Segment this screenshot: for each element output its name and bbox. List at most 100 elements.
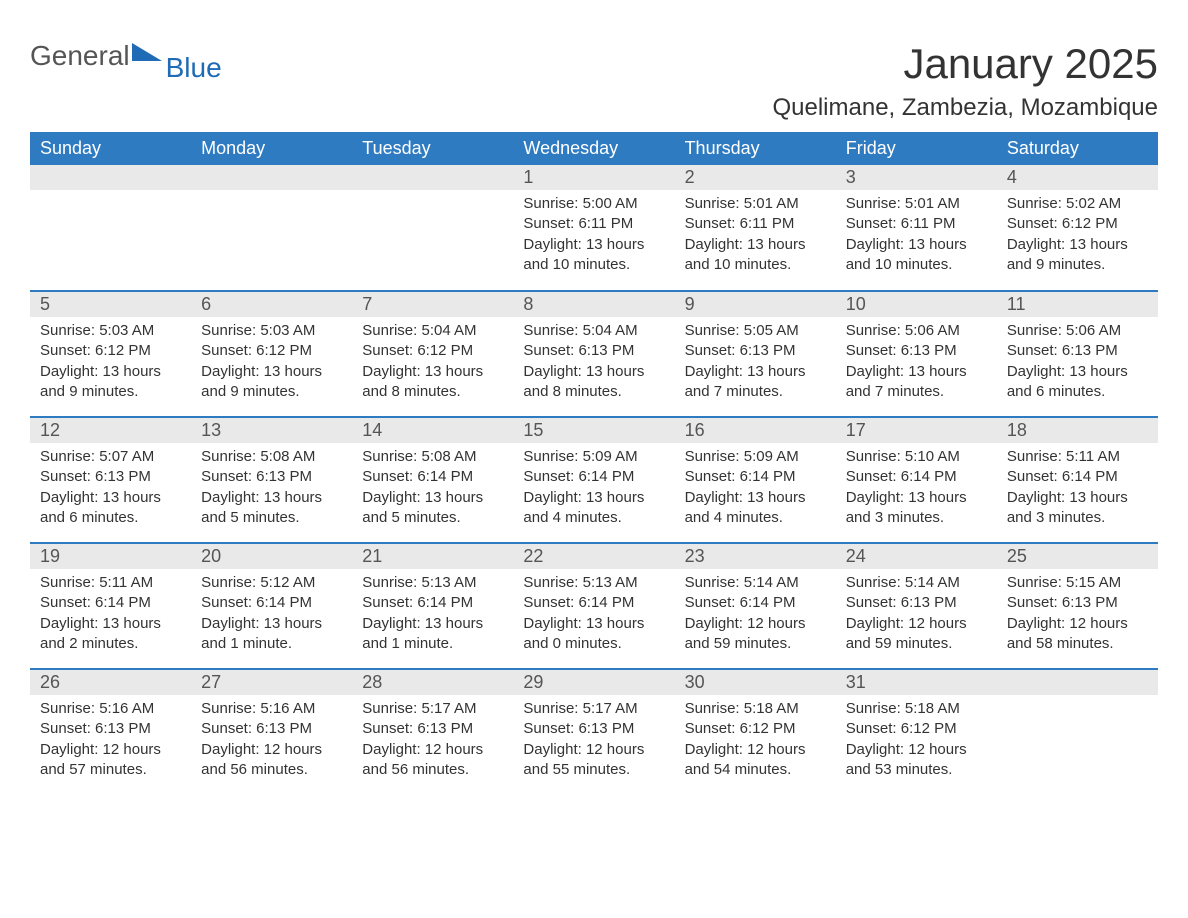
daylight-text: Daylight: 13 hours and 0 minutes.	[523, 614, 664, 655]
sunset-text: Sunset: 6:13 PM	[685, 341, 826, 361]
week-row: 26Sunrise: 5:16 AMSunset: 6:13 PMDayligh…	[30, 669, 1158, 795]
day-number: 1	[513, 165, 674, 190]
day-cell: 8Sunrise: 5:04 AMSunset: 6:13 PMDaylight…	[513, 291, 674, 417]
day-cell: 9Sunrise: 5:05 AMSunset: 6:13 PMDaylight…	[675, 291, 836, 417]
sunrise-text: Sunrise: 5:18 AM	[846, 699, 987, 719]
header: General Blue January 2025 Quelimane, Zam…	[30, 40, 1158, 122]
day-number: 9	[675, 292, 836, 317]
daylight-text: Daylight: 12 hours and 57 minutes.	[40, 740, 181, 781]
day-number: 25	[997, 544, 1158, 569]
day-body: Sunrise: 5:07 AMSunset: 6:13 PMDaylight:…	[30, 443, 191, 534]
daylight-text: Daylight: 13 hours and 10 minutes.	[685, 235, 826, 276]
day-cell: 23Sunrise: 5:14 AMSunset: 6:14 PMDayligh…	[675, 543, 836, 669]
day-header: Wednesday	[513, 132, 674, 165]
sunrise-text: Sunrise: 5:18 AM	[685, 699, 826, 719]
daylight-text: Daylight: 12 hours and 53 minutes.	[846, 740, 987, 781]
sunrise-text: Sunrise: 5:02 AM	[1007, 194, 1148, 214]
day-cell: 4Sunrise: 5:02 AMSunset: 6:12 PMDaylight…	[997, 165, 1158, 291]
sunset-text: Sunset: 6:11 PM	[846, 214, 987, 234]
day-body: Sunrise: 5:13 AMSunset: 6:14 PMDaylight:…	[513, 569, 674, 660]
day-number: 8	[513, 292, 674, 317]
day-cell: 26Sunrise: 5:16 AMSunset: 6:13 PMDayligh…	[30, 669, 191, 795]
daylight-text: Daylight: 12 hours and 58 minutes.	[1007, 614, 1148, 655]
sunrise-text: Sunrise: 5:01 AM	[846, 194, 987, 214]
sunset-text: Sunset: 6:14 PM	[685, 467, 826, 487]
sunset-text: Sunset: 6:13 PM	[201, 467, 342, 487]
day-cell: 19Sunrise: 5:11 AMSunset: 6:14 PMDayligh…	[30, 543, 191, 669]
sunset-text: Sunset: 6:14 PM	[40, 593, 181, 613]
day-number: 27	[191, 670, 352, 695]
daylight-text: Daylight: 13 hours and 2 minutes.	[40, 614, 181, 655]
sunrise-text: Sunrise: 5:15 AM	[1007, 573, 1148, 593]
sunset-text: Sunset: 6:13 PM	[40, 719, 181, 739]
sunset-text: Sunset: 6:14 PM	[523, 467, 664, 487]
day-number: 23	[675, 544, 836, 569]
day-number: 7	[352, 292, 513, 317]
sunrise-text: Sunrise: 5:12 AM	[201, 573, 342, 593]
sunset-text: Sunset: 6:13 PM	[1007, 341, 1148, 361]
day-cell: 25 Sunrise: 5:15 AMSunset: 6:13 PMDayligh…	[997, 543, 1158, 669]
daylight-text: Daylight: 13 hours and 6 minutes.	[1007, 362, 1148, 403]
day-cell: 3Sunrise: 5:01 AMSunset: 6:11 PMDaylight…	[836, 165, 997, 291]
daylight-text: Daylight: 13 hours and 7 minutes.	[685, 362, 826, 403]
day-cell: 28Sunrise: 5:17 AMSunset: 6:13 PMDayligh…	[352, 669, 513, 795]
day-body-empty	[30, 190, 191, 270]
day-number: 22	[513, 544, 674, 569]
day-cell: 27Sunrise: 5:16 AMSunset: 6:13 PMDayligh…	[191, 669, 352, 795]
sunset-text: Sunset: 6:12 PM	[201, 341, 342, 361]
sunrise-text: Sunrise: 5:11 AM	[1007, 447, 1148, 467]
daylight-text: Daylight: 13 hours and 8 minutes.	[362, 362, 503, 403]
day-cell: 15Sunrise: 5:09 AMSunset: 6:14 PMDayligh…	[513, 417, 674, 543]
day-number: 5	[30, 292, 191, 317]
day-number-empty	[191, 165, 352, 190]
daylight-text: Daylight: 13 hours and 6 minutes.	[40, 488, 181, 529]
day-cell: 11 Sunrise: 5:06 AMSunset: 6:13 PMDayligh…	[997, 291, 1158, 417]
location-text: Quelimane, Zambezia, Mozambique	[772, 94, 1158, 122]
sunset-text: Sunset: 6:13 PM	[1007, 593, 1148, 613]
week-row: 5Sunrise: 5:03 AMSunset: 6:12 PMDaylight…	[30, 291, 1158, 417]
day-body: Sunrise: 5:17 AMSunset: 6:13 PMDaylight:…	[352, 695, 513, 786]
sunset-text: Sunset: 6:13 PM	[846, 341, 987, 361]
day-cell: 6Sunrise: 5:03 AMSunset: 6:12 PMDaylight…	[191, 291, 352, 417]
day-body-empty	[352, 190, 513, 270]
sunset-text: Sunset: 6:13 PM	[362, 719, 503, 739]
day-number: 12	[30, 418, 191, 443]
daylight-text: Daylight: 13 hours and 3 minutes.	[846, 488, 987, 529]
logo-flag-icon	[132, 43, 162, 61]
day-body: Sunrise: 5:00 AMSunset: 6:11 PMDaylight:…	[513, 190, 674, 281]
day-header: Sunday	[30, 132, 191, 165]
sunset-text: Sunset: 6:12 PM	[1007, 214, 1148, 234]
calendar-head: SundayMondayTuesdayWednesdayThursdayFrid…	[30, 132, 1158, 165]
day-body: Sunrise: 5:03 AMSunset: 6:12 PMDaylight:…	[191, 317, 352, 408]
day-cell: 10Sunrise: 5:06 AMSunset: 6:13 PMDayligh…	[836, 291, 997, 417]
day-number: 30	[675, 670, 836, 695]
day-number-empty	[352, 165, 513, 190]
day-body: Sunrise: 5:09 AMSunset: 6:14 PMDaylight:…	[513, 443, 674, 534]
sunset-text: Sunset: 6:12 PM	[362, 341, 503, 361]
day-body: Sunrise: 5:18 AMSunset: 6:12 PMDaylight:…	[675, 695, 836, 786]
day-number: 11	[997, 292, 1158, 317]
sunset-text: Sunset: 6:14 PM	[362, 593, 503, 613]
day-number-empty	[30, 165, 191, 190]
day-cell: 21Sunrise: 5:13 AMSunset: 6:14 PMDayligh…	[352, 543, 513, 669]
day-number: 15	[513, 418, 674, 443]
day-cell: 18Sunrise: 5:11 AMSunset: 6:14 PMDayligh…	[997, 417, 1158, 543]
sunrise-text: Sunrise: 5:08 AM	[362, 447, 503, 467]
day-cell	[191, 165, 352, 291]
day-body: Sunrise: 5:10 AMSunset: 6:14 PMDaylight:…	[836, 443, 997, 534]
day-cell: 29Sunrise: 5:17 AMSunset: 6:13 PMDayligh…	[513, 669, 674, 795]
daylight-text: Daylight: 12 hours and 59 minutes.	[685, 614, 826, 655]
daylight-text: Daylight: 13 hours and 3 minutes.	[1007, 488, 1148, 529]
sunset-text: Sunset: 6:14 PM	[523, 593, 664, 613]
sunrise-text: Sunrise: 5:06 AM	[1007, 321, 1148, 341]
day-number: 13	[191, 418, 352, 443]
day-number: 14	[352, 418, 513, 443]
sunset-text: Sunset: 6:14 PM	[1007, 467, 1148, 487]
day-cell: 30Sunrise: 5:18 AMSunset: 6:12 PMDayligh…	[675, 669, 836, 795]
daylight-text: Daylight: 12 hours and 56 minutes.	[362, 740, 503, 781]
day-body: Sunrise: 5:01 AMSunset: 6:11 PMDaylight:…	[675, 190, 836, 281]
sunrise-text: Sunrise: 5:14 AM	[846, 573, 987, 593]
day-body: Sunrise: 5:11 AMSunset: 6:14 PMDaylight:…	[30, 569, 191, 660]
day-body: Sunrise: 5:18 AMSunset: 6:12 PMDaylight:…	[836, 695, 997, 786]
day-cell: 7Sunrise: 5:04 AMSunset: 6:12 PMDaylight…	[352, 291, 513, 417]
